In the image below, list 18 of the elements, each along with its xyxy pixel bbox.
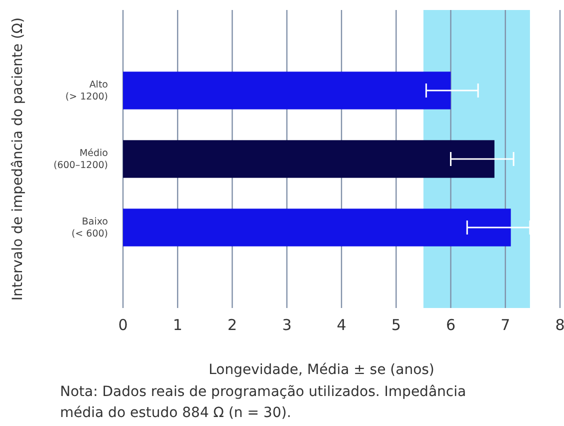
x-tick-label: 2 (227, 316, 238, 334)
x-tick-label: 6 (446, 316, 456, 334)
bar (123, 140, 494, 178)
x-tick-label: 1 (172, 316, 182, 334)
x-tick-label: 8 (555, 316, 564, 334)
x-tick-label: 7 (500, 316, 510, 334)
x-tick-label: 5 (391, 316, 401, 334)
bar (123, 208, 511, 246)
bar (123, 72, 451, 110)
x-tick-label: 3 (282, 316, 292, 334)
x-tick-label: 0 (118, 316, 128, 334)
y-tick-label: Alto (> 1200) (65, 79, 108, 102)
text: Nota: Dados reais de programação utilizados. Impedância média do estudo 884 Ω (n = 30). (60, 384, 466, 421)
y-tick-label: Baixo (< 600) (71, 216, 108, 240)
y-axis-title: Intervalo de impedância do paciente (Ω) (10, 17, 26, 301)
x-axis-title: Longevidade, Média ± se (anos) (208, 362, 434, 378)
y-tick-label: Médio (600–1200) (54, 148, 108, 171)
x-tick-label: 4 (336, 316, 346, 334)
